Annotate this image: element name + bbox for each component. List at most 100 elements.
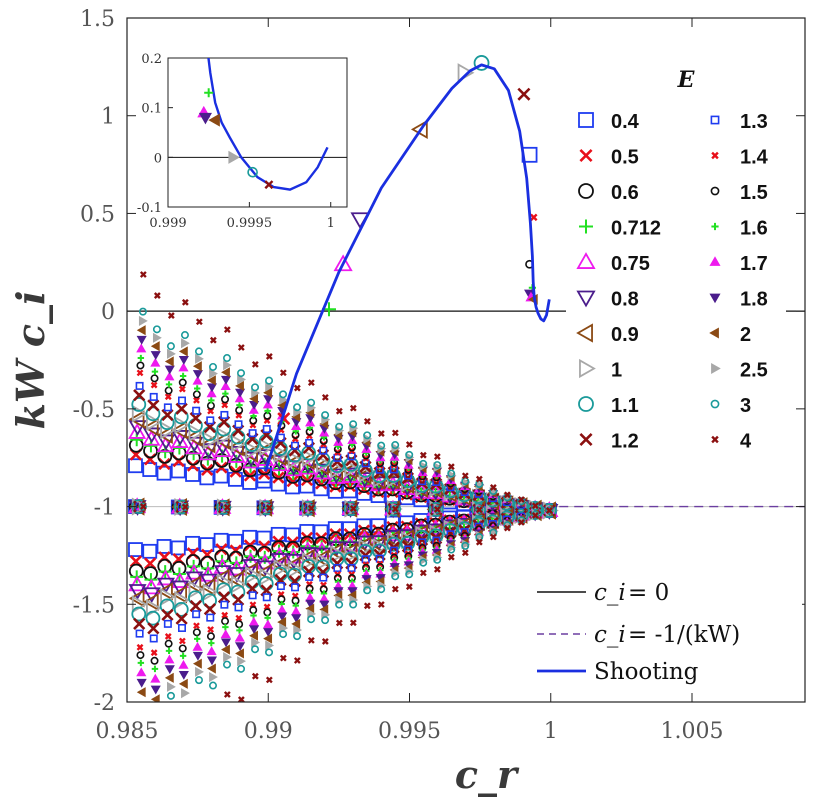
mark-E-0.5-upper xyxy=(286,475,299,488)
mark-E-1.8-upper xyxy=(136,335,147,345)
mark-E-1.4-lower xyxy=(136,643,144,651)
mark-E-1.3-lower xyxy=(291,583,300,592)
mark-E-4-lower xyxy=(545,507,553,514)
mark-E-2.5-lower xyxy=(195,666,204,677)
mark-E-0.8-lower xyxy=(213,565,232,582)
legend-label-E-4: 4 xyxy=(740,431,752,453)
mark-E-1.6-upper xyxy=(222,390,229,397)
mark-E-1-upper xyxy=(231,434,247,453)
mark-E-1-lower xyxy=(273,558,290,578)
mark-E-2.5-lower xyxy=(223,652,232,663)
mark-E-2-lower xyxy=(178,678,188,689)
mark-E-3-axis xyxy=(265,503,274,512)
mark-E-1.6-lower xyxy=(193,635,201,643)
mark-E-1.6-upper xyxy=(208,397,215,404)
mark-E-1.2-upper xyxy=(161,408,174,422)
mark-E-0.5-lower xyxy=(343,528,356,541)
mark-E-1-lower xyxy=(316,552,332,571)
mark-E-4-lower xyxy=(307,636,315,644)
mark-E-1.5-upper xyxy=(221,395,230,404)
mark-E-1.8-lower xyxy=(291,614,302,624)
mark-E-1.1-lower xyxy=(386,536,402,552)
mark-E-1.3-lower xyxy=(276,582,285,591)
mark-E-1.1-upper xyxy=(329,458,345,474)
y-tick-label: 0.5 xyxy=(80,202,115,227)
mark-E-1.3-upper xyxy=(291,441,300,450)
mark-E-1-lower xyxy=(174,591,191,610)
legend-label-E-3: 3 xyxy=(740,395,751,417)
mark-E-4-axis xyxy=(265,504,273,512)
mark-E-3-lower xyxy=(223,660,232,669)
mark-E-1.3-upper xyxy=(163,403,172,412)
mark-E-1.8-upper xyxy=(192,370,203,379)
mark-E-0.75-upper xyxy=(142,429,161,446)
mark-E-1.8-lower xyxy=(347,587,358,597)
mark-E-0.9-lower xyxy=(256,563,273,582)
mark-E-3-lower xyxy=(475,532,484,541)
unstable-mode-E-0.4 xyxy=(256,467,272,484)
inset-mark-E-2.5 xyxy=(228,150,240,164)
mark-E-1.5-upper xyxy=(150,374,159,383)
mark-E-0.5-upper xyxy=(300,473,314,487)
mark-E-1.5-lower xyxy=(136,651,145,660)
mark-E-1.7-upper xyxy=(178,362,189,372)
mark-E-3-upper xyxy=(166,342,175,351)
mark-E-1-lower xyxy=(202,583,219,602)
mark-E-1.2-lower xyxy=(189,599,202,613)
mark-E-1.1-lower xyxy=(372,543,387,559)
mark-E-1.6-lower xyxy=(137,659,145,667)
x-tick-label: 1 xyxy=(544,719,558,744)
x-axis-label: c_r xyxy=(455,752,520,797)
mark-E-0.75-lower xyxy=(128,575,147,592)
unstable-mode-E-1.2 xyxy=(517,87,531,101)
mark-E-1.1-upper xyxy=(372,468,387,484)
mark-E-0.8-upper xyxy=(171,430,190,446)
mark-E-0.9-lower xyxy=(313,549,329,568)
unstable-mode-E-0.75 xyxy=(333,254,353,272)
mark-E-3-lower xyxy=(391,572,400,581)
mark-E-1.3-upper xyxy=(333,453,342,462)
mark-E-4-upper xyxy=(489,484,497,491)
mark-E-1.6-upper xyxy=(264,407,271,415)
mark-E-1.1-upper xyxy=(400,473,416,489)
mark-E-2.5-upper xyxy=(265,381,275,392)
mark-E-1.4-upper xyxy=(164,393,172,401)
mark-E-4-lower xyxy=(489,533,497,541)
mark-E-4-lower xyxy=(293,657,301,664)
mark-E-1.3-lower xyxy=(319,573,328,582)
mark-E-1.5-lower xyxy=(150,656,159,665)
mark-E-0.4-lower xyxy=(199,537,215,552)
mark-E-3-upper xyxy=(321,411,330,420)
mark-E-0.712-lower xyxy=(272,544,286,558)
mark-E-3-upper xyxy=(391,441,400,450)
mark-E-0.4-lower xyxy=(142,543,158,559)
mark-E-1.3-upper xyxy=(319,446,328,455)
mark-E-4-upper xyxy=(167,312,175,319)
mark-E-4-upper xyxy=(475,475,483,483)
mark-E-3-lower xyxy=(545,506,554,515)
mark-E-1-upper xyxy=(216,427,233,446)
mark-E-1.4-lower xyxy=(178,637,186,645)
mark-E-2.5-lower xyxy=(293,624,303,636)
mark-E-0.9-upper xyxy=(270,448,287,467)
mark-E-1.5-lower xyxy=(206,632,215,641)
mark-E-1.5-lower xyxy=(164,639,173,648)
mark-E-1.1-lower xyxy=(173,601,189,617)
mark-E-2-upper xyxy=(249,393,258,404)
mark-E-1.3-lower xyxy=(149,634,158,643)
legend-title: E xyxy=(677,67,696,93)
mark-E-0.9-lower xyxy=(128,589,145,608)
legend-marker-E-2 xyxy=(709,327,719,339)
mark-E-1.5-lower xyxy=(263,608,272,617)
main-plot-marks xyxy=(127,55,805,702)
mark-E-1.4-upper xyxy=(136,369,144,377)
mark-E-0.9-upper xyxy=(157,425,173,444)
mark-E-4-upper xyxy=(405,441,413,448)
legend-marker-E-0.4 xyxy=(578,112,594,128)
mark-E-3-upper xyxy=(363,431,372,440)
mark-E-1.1-lower xyxy=(400,535,416,551)
mark-E-1.1-axis xyxy=(471,502,486,518)
mark-E-4-upper xyxy=(181,298,189,306)
mark-E-1.2-upper xyxy=(175,402,188,415)
mark-E-4-upper xyxy=(251,360,259,368)
